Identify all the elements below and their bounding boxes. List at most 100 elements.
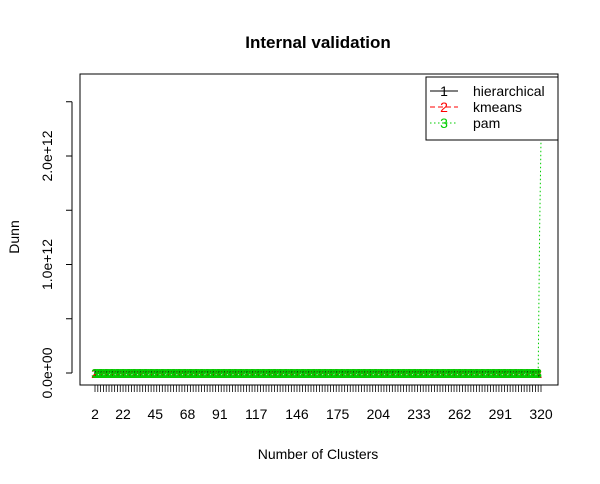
series-marker-pam: 3 [319, 366, 326, 381]
series-marker-pam: 3 [408, 366, 415, 381]
series-marker-pam: 3 [347, 366, 354, 381]
series-marker-pam: 3 [352, 366, 359, 381]
series-marker-pam: 3 [411, 366, 418, 381]
series-marker-pam: 3 [209, 366, 216, 381]
series-marker-pam: 3 [279, 366, 286, 381]
series-marker-pam: 3 [495, 366, 502, 381]
series-marker-pam: 3 [268, 366, 275, 381]
series-marker-pam: 3 [512, 366, 519, 381]
series-marker-kmeans: 2 [422, 366, 429, 381]
series-marker-pam: 3 [529, 366, 536, 381]
series-marker-kmeans: 2 [349, 366, 356, 381]
x-tick-label: 320 [529, 406, 553, 422]
series-marker-pam: 3 [448, 366, 455, 381]
series-marker-kmeans: 2 [114, 366, 121, 381]
series-marker-pam: 3 [198, 366, 205, 381]
series-marker-pam: 3 [386, 366, 393, 381]
series-marker-pam: 3 [285, 366, 292, 381]
series-marker-kmeans: 2 [321, 366, 328, 381]
series-marker-pam: 3 [302, 366, 309, 381]
series-marker-pam: 3 [296, 366, 303, 381]
series-marker-kmeans: 2 [181, 366, 188, 381]
series-marker-pam: 3 [375, 366, 382, 381]
series-marker-kmeans: 2 [103, 366, 110, 381]
series-marker-pam: 3 [184, 366, 191, 381]
series-marker-kmeans: 2 [254, 366, 261, 381]
series-marker-pam: 3 [403, 366, 410, 381]
series-marker-kmeans: 2 [153, 366, 160, 381]
series-marker-pam: 3 [535, 366, 542, 381]
x-tick-label: 262 [448, 406, 472, 422]
series-marker-pam: 3 [316, 366, 323, 381]
series-marker-kmeans: 2 [507, 366, 514, 381]
legend: 1 hierarchical 2 kmeans 3 pam [425, 76, 559, 141]
series-marker-pam: 3 [153, 366, 160, 381]
series-marker-pam: 3 [392, 366, 399, 381]
series-marker-pam: 3 [204, 366, 211, 381]
series-marker-pam: 3 [246, 366, 253, 381]
series-marker-hierarchical: 1 [226, 366, 233, 381]
series-marker-pam: 3 [145, 366, 152, 381]
x-tick-label: 175 [326, 406, 350, 422]
x-tick-label: 117 [245, 406, 268, 422]
series-layer: 1111111111111111111111111111111111111111… [91, 139, 542, 381]
series-marker-pam: 3 [128, 366, 135, 381]
series-marker-pam: 3 [139, 366, 146, 381]
series-marker-hierarchical: 1 [187, 366, 194, 381]
x-tick-label: 91 [212, 406, 228, 422]
series-marker-pam: 3 [383, 366, 390, 381]
series-marker-pam: 3 [164, 366, 171, 381]
series-marker-pam: 3 [150, 366, 157, 381]
series-marker-kmeans: 2 [142, 366, 149, 381]
series-marker-pam: 3 [464, 366, 471, 381]
legend-label-pam: pam [473, 115, 500, 131]
series-marker-pam: 3 [459, 366, 466, 381]
series-marker-hierarchical: 1 [114, 366, 121, 381]
series-marker-kmeans: 2 [355, 366, 362, 381]
series-marker-pam: 3 [330, 366, 337, 381]
series-marker-kmeans: 2 [237, 366, 244, 381]
series-marker-pam: 3 [366, 366, 373, 381]
series-marker-pam: 3 [335, 366, 342, 381]
series-marker-pam: 3 [361, 366, 368, 381]
series-marker-pam: 3 [436, 366, 443, 381]
series-marker-pam: 3 [453, 366, 460, 381]
series-marker-kmeans: 2 [97, 366, 104, 381]
series-marker-pam: 3 [111, 366, 118, 381]
series-marker-kmeans: 2 [377, 366, 384, 381]
series-marker-pam: 3 [125, 366, 132, 381]
x-tick-label: 233 [407, 406, 431, 422]
series-marker-pam: 3 [226, 366, 233, 381]
series-marker-kmeans: 2 [434, 366, 441, 381]
series-marker-pam: 3 [114, 366, 121, 381]
series-marker-pam: 3 [462, 366, 469, 381]
series-marker-pam: 3 [363, 366, 370, 381]
legend-marker-pam: 3 [440, 115, 448, 131]
series-marker-pam: 3 [206, 366, 213, 381]
series-marker-pam: 3 [394, 366, 401, 381]
series-marker-pam: 3 [400, 366, 407, 381]
series-marker-pam: 3 [397, 366, 404, 381]
legend-label-kmeans: kmeans [473, 99, 522, 115]
series-marker-pam: 3 [355, 366, 362, 381]
series-marker-pam: 3 [313, 366, 320, 381]
legend-box [425, 76, 559, 141]
legend-label-hierarchical: hierarchical [473, 83, 545, 99]
series-marker-pam: 3 [450, 366, 457, 381]
series-marker-pam: 3 [117, 366, 124, 381]
series-marker-pam: 3 [122, 366, 129, 381]
series-marker-kmeans: 2 [518, 366, 525, 381]
series-marker-pam: 3 [108, 366, 115, 381]
series-marker-pam: 3 [251, 366, 258, 381]
series-marker-pam: 3 [170, 366, 177, 381]
series-marker-kmeans: 2 [523, 366, 530, 381]
series-marker-pam: 3 [237, 366, 244, 381]
series-marker-kmeans: 2 [271, 366, 278, 381]
series-marker-kmeans: 2 [293, 366, 300, 381]
series-marker-pam: 3 [327, 366, 334, 381]
series-marker-pam: 3 [293, 366, 300, 381]
series-marker-pam: 3 [358, 366, 365, 381]
series-marker-kmeans: 2 [467, 366, 474, 381]
series-marker-pam: 3 [215, 366, 222, 381]
